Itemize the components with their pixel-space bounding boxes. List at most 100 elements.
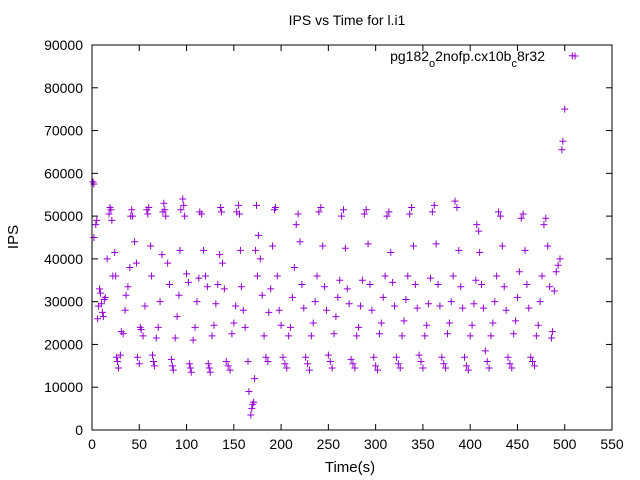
data-point bbox=[154, 323, 162, 331]
chart-title: IPS vs Time for l.i1 bbox=[289, 12, 406, 28]
data-point bbox=[500, 283, 508, 291]
data-point bbox=[105, 210, 113, 218]
data-point bbox=[394, 360, 402, 368]
data-point bbox=[357, 302, 365, 310]
data-point bbox=[93, 216, 101, 224]
data-point bbox=[92, 221, 100, 229]
data-point bbox=[108, 216, 116, 224]
x-tick-label: 0 bbox=[88, 436, 96, 452]
data-point bbox=[145, 204, 153, 212]
data-point bbox=[483, 358, 491, 366]
data-point bbox=[334, 293, 342, 301]
data-point bbox=[133, 353, 141, 361]
data-point bbox=[241, 323, 249, 331]
data-point bbox=[421, 332, 429, 340]
data-point bbox=[377, 319, 385, 327]
data-point bbox=[534, 321, 542, 329]
data-point bbox=[552, 268, 560, 276]
data-point bbox=[302, 353, 310, 361]
data-point bbox=[400, 317, 408, 325]
data-point bbox=[406, 210, 414, 218]
data-point bbox=[487, 332, 495, 340]
data-point bbox=[498, 242, 506, 250]
x-tick-label: 500 bbox=[553, 436, 577, 452]
data-point bbox=[256, 255, 264, 263]
data-point bbox=[193, 298, 201, 306]
data-point bbox=[379, 293, 387, 301]
data-point bbox=[360, 210, 368, 218]
data-point bbox=[114, 364, 122, 372]
data-point bbox=[273, 272, 281, 280]
data-point bbox=[451, 197, 459, 205]
data-point bbox=[561, 105, 569, 113]
y-axis-label: IPS bbox=[5, 225, 22, 249]
data-point bbox=[402, 296, 410, 304]
data-point bbox=[462, 362, 470, 370]
data-point bbox=[189, 336, 197, 344]
data-point bbox=[279, 353, 287, 361]
x-tick-label: 100 bbox=[175, 436, 199, 452]
data-point bbox=[550, 287, 558, 295]
data-point bbox=[264, 358, 272, 366]
data-point bbox=[230, 319, 238, 327]
data-point bbox=[198, 210, 206, 218]
legend-label: pg182o2nofp.cx10bc8r32 bbox=[390, 48, 545, 70]
data-point bbox=[216, 251, 224, 259]
data-point bbox=[239, 306, 247, 314]
data-point bbox=[269, 242, 277, 250]
data-point bbox=[191, 323, 199, 331]
data-point bbox=[478, 281, 486, 289]
data-point bbox=[237, 283, 245, 291]
data-point bbox=[432, 240, 440, 248]
data-point bbox=[453, 204, 461, 212]
data-point bbox=[496, 212, 504, 220]
data-point bbox=[372, 362, 380, 370]
data-point bbox=[527, 353, 535, 361]
data-point bbox=[180, 201, 188, 209]
data-point bbox=[176, 246, 184, 254]
data-point bbox=[203, 283, 211, 291]
data-point bbox=[479, 304, 487, 312]
data-point bbox=[232, 302, 240, 310]
data-point bbox=[281, 360, 289, 368]
data-point bbox=[495, 208, 503, 216]
data-point bbox=[168, 362, 176, 370]
data-point bbox=[476, 248, 484, 256]
data-point bbox=[97, 300, 105, 308]
data-point bbox=[457, 283, 465, 291]
data-point bbox=[419, 364, 427, 372]
data-point bbox=[283, 364, 291, 372]
data-point bbox=[307, 332, 315, 340]
data-point bbox=[262, 353, 270, 361]
data-point bbox=[252, 246, 260, 254]
data-point bbox=[504, 353, 512, 361]
data-point bbox=[398, 332, 406, 340]
data-point bbox=[430, 201, 438, 209]
data-point bbox=[304, 360, 312, 368]
data-point bbox=[510, 330, 518, 338]
data-point bbox=[536, 298, 544, 306]
data-point bbox=[294, 210, 302, 218]
data-point bbox=[167, 355, 175, 363]
data-point bbox=[343, 285, 351, 293]
data-point bbox=[383, 212, 391, 220]
data-point bbox=[351, 364, 359, 372]
data-point bbox=[204, 360, 212, 368]
data-point bbox=[94, 315, 102, 323]
data-point bbox=[218, 259, 226, 267]
data-point bbox=[517, 214, 525, 222]
data-point bbox=[184, 278, 192, 286]
data-point bbox=[217, 204, 225, 212]
data-point bbox=[311, 298, 319, 306]
data-point bbox=[228, 330, 236, 338]
data-point bbox=[341, 244, 349, 252]
data-point bbox=[287, 323, 295, 331]
data-point bbox=[426, 274, 434, 282]
data-point bbox=[288, 293, 296, 301]
data-point bbox=[187, 368, 195, 376]
data-point bbox=[358, 276, 366, 284]
data-point bbox=[226, 366, 234, 374]
data-point bbox=[481, 347, 489, 355]
